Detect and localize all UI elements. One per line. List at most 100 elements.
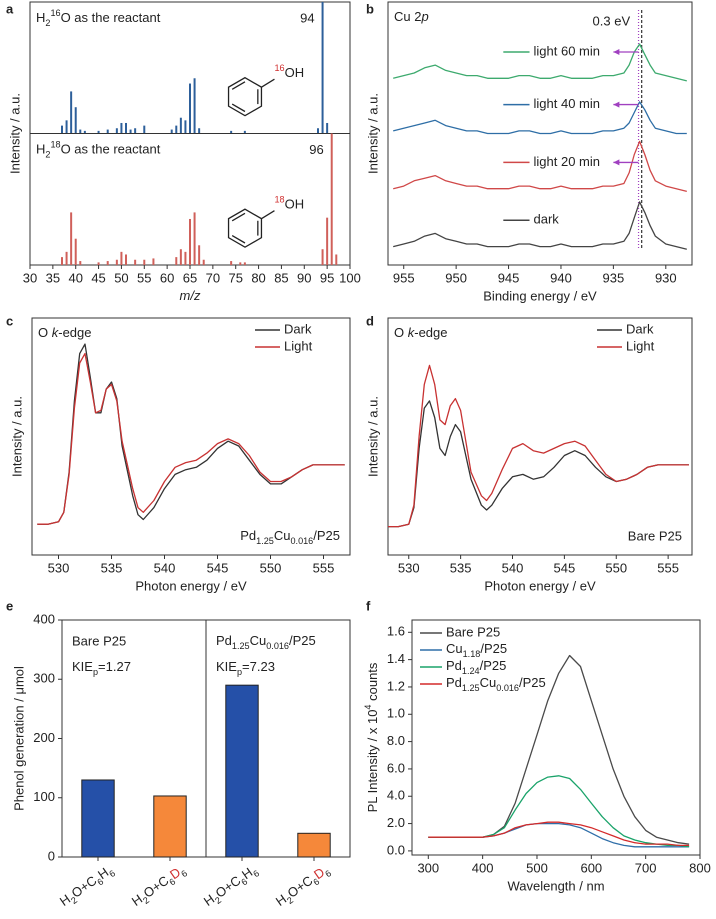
text-part: 6 — [312, 877, 322, 888]
bar — [81, 779, 115, 858]
x-tick-label: 70 — [206, 270, 220, 285]
plot-frame — [411, 619, 701, 856]
shift-arrow-head — [613, 48, 620, 55]
plot-frame — [387, 1, 693, 266]
text-part: 1.18 — [463, 649, 481, 659]
y-axis-label: Intensity / a.u. — [365, 396, 380, 477]
text-part: p — [237, 667, 242, 677]
molecule-label: 18OH — [274, 195, 304, 212]
text-part: OH — [285, 66, 305, 81]
x-tick-label: 95 — [320, 270, 334, 285]
text-part: KIE — [216, 659, 237, 674]
x-tick-label: 535 — [450, 560, 472, 575]
text-part: 6 — [168, 877, 178, 888]
x-axis-label: m/z — [180, 288, 201, 303]
series-line — [393, 101, 687, 135]
benzene-ring — [227, 76, 263, 117]
legend-label: light 40 min — [534, 96, 600, 111]
text-part: Pd — [446, 675, 462, 690]
x-tick-label: 530 — [398, 560, 420, 575]
series-line — [428, 775, 690, 848]
y-tick-label: 0 — [48, 848, 55, 863]
x-tick-label: 555 — [313, 560, 335, 575]
double-bond — [231, 81, 246, 90]
x-tick-label: 500 — [526, 860, 548, 875]
text-part: Pd — [446, 658, 462, 673]
text-part: O as the reactant — [61, 142, 161, 157]
x-tick-label: 100 — [339, 270, 361, 285]
x-tick-label: 300 — [417, 860, 439, 875]
x-tick-label: H2O+C6H6 — [201, 862, 261, 912]
x-tick-label: 530 — [48, 560, 70, 575]
legend-label: Light — [284, 338, 313, 353]
x-tick-label: 955 — [393, 270, 415, 285]
text-part: 16 — [50, 8, 60, 18]
legend-label: Dark — [284, 321, 312, 336]
y-tick-label: 400 — [33, 611, 55, 626]
text-part: KIE — [72, 659, 93, 674]
kie-label: KIEp=7.23 — [216, 659, 275, 677]
text-part: H — [36, 142, 45, 157]
x-axis-label: Wavelength / nm — [507, 878, 604, 893]
y-tick-label: 1.4 — [387, 651, 405, 666]
x-tick-label: 540 — [154, 560, 176, 575]
x-tick-label: 50 — [114, 270, 128, 285]
series-line — [393, 201, 687, 250]
text-part: 2 — [45, 18, 50, 28]
shift-arrow-head — [613, 159, 620, 166]
text-part: 2 — [285, 895, 295, 906]
y-tick-label: 8.0 — [387, 733, 405, 748]
text-part: -edge — [58, 325, 91, 340]
text-part: Pd — [240, 528, 256, 543]
group-label: Pd1.25Cu0.016/P25 — [216, 633, 316, 651]
double-bond — [231, 103, 246, 113]
text-part: 18 — [274, 195, 284, 205]
kie-label: KIEp=1.27 — [72, 659, 131, 677]
text-part: p — [420, 9, 428, 24]
annotation: Bare P25 — [628, 528, 682, 543]
bar — [297, 832, 331, 858]
text-part: 2 — [213, 895, 223, 906]
x-tick-label: 800 — [689, 860, 711, 875]
text-part: O — [394, 325, 408, 340]
panel-letter: d — [366, 313, 374, 328]
x-tick-label: 30 — [23, 270, 37, 285]
text-part: 6 — [324, 869, 334, 880]
text-part: 6 — [240, 877, 250, 888]
series-line — [393, 140, 687, 193]
x-tick-label: 545 — [554, 560, 576, 575]
oh-bond — [261, 210, 275, 220]
text-part: O+C — [69, 873, 100, 901]
panel-letter: e — [6, 598, 13, 613]
text-part: 0.016 — [290, 536, 313, 546]
text-part: PL Intensity / x 10 — [365, 710, 380, 813]
x-tick-label: 45 — [91, 270, 105, 285]
series-label: H216O as the reactant — [36, 8, 161, 28]
x-tick-label: 700 — [635, 860, 657, 875]
panel-letter: a — [6, 1, 14, 16]
annotation: Pd1.25Cu0.016/P25 — [240, 528, 340, 546]
text-part: 1.25 — [232, 641, 250, 651]
text-part: Cu — [250, 633, 267, 648]
legend-label: light 20 min — [534, 154, 600, 169]
x-tick-label: 75 — [228, 270, 242, 285]
panel-title: O k-edge — [38, 325, 91, 340]
x-tick-label: 35 — [46, 270, 60, 285]
text-part: H — [36, 10, 45, 25]
y-tick-label: 100 — [33, 789, 55, 804]
text-part: Cu — [480, 675, 497, 690]
x-tick-label: 40 — [68, 270, 82, 285]
plot-frame — [31, 317, 351, 556]
series-line — [37, 352, 345, 525]
y-tick-label: 1.2 — [387, 678, 405, 693]
group-label: Bare P25 — [72, 633, 126, 648]
y-tick-label: 0.0 — [387, 842, 405, 857]
x-tick-label: 540 — [502, 560, 524, 575]
text-part: k — [52, 325, 60, 340]
series-line — [428, 821, 690, 847]
x-tick-label: 600 — [580, 860, 602, 875]
text-part: O — [38, 325, 52, 340]
x-tick-label: 60 — [160, 270, 174, 285]
